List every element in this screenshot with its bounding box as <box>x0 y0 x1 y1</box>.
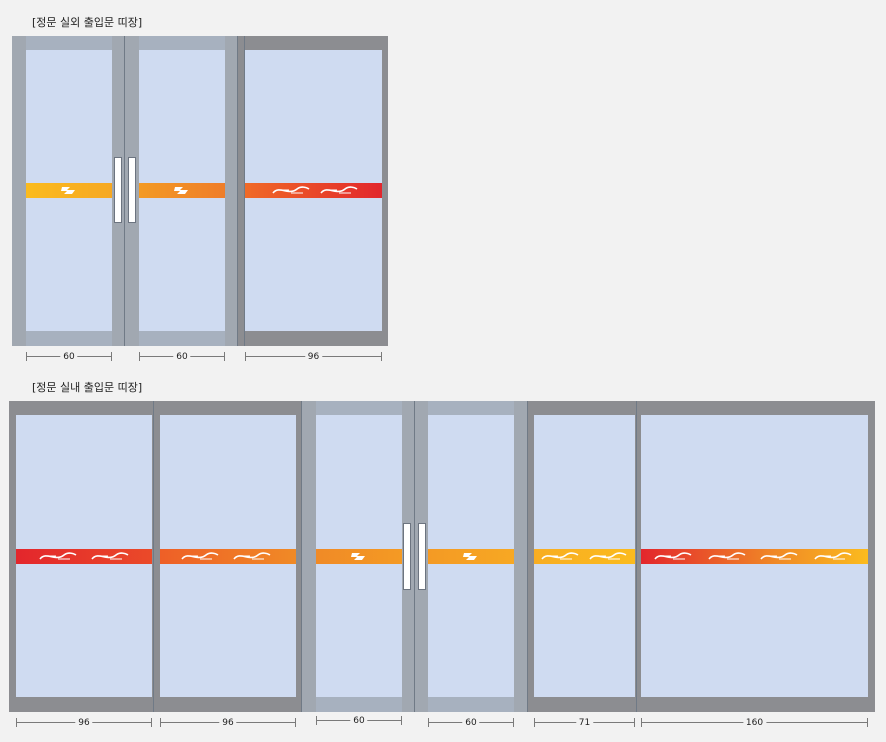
band-strip <box>160 549 296 564</box>
logo-icon <box>351 553 365 560</box>
logo-icon <box>708 552 746 560</box>
divider <box>124 36 125 346</box>
dimension-line: 60 <box>26 350 112 364</box>
dimension-label: 160 <box>742 716 767 730</box>
logo-icon <box>589 552 627 560</box>
logo-icon <box>181 552 219 560</box>
divider <box>301 401 302 712</box>
dimension-label: 60 <box>350 714 368 728</box>
divider <box>153 401 154 712</box>
indoor-caption: [정문 실내 출입문 띠장] <box>32 381 143 394</box>
band-strip <box>245 183 382 198</box>
dimension-line: 96 <box>160 716 296 730</box>
dimension-label: 96 <box>219 716 237 730</box>
logo-icon <box>272 186 310 194</box>
band-strip <box>428 549 514 564</box>
dimension-label: 60 <box>462 716 480 730</box>
logo-icon <box>233 552 271 560</box>
dimension-label: 96 <box>75 716 93 730</box>
door-handle[interactable] <box>128 157 136 223</box>
dimension-line: 96 <box>245 350 382 364</box>
band-strip <box>534 549 635 564</box>
logo-icon <box>814 552 852 560</box>
divider <box>244 36 245 346</box>
door-handle[interactable] <box>114 157 122 223</box>
band-strip <box>26 183 112 198</box>
divider <box>414 401 415 712</box>
dimension-line: 60 <box>428 716 514 730</box>
divider <box>636 401 637 712</box>
logo-icon <box>463 553 477 560</box>
logo-icon <box>91 552 129 560</box>
dimension-line: 71 <box>534 716 635 730</box>
divider <box>237 36 238 346</box>
dimension-line: 60 <box>139 350 225 364</box>
dimension-label: 96 <box>304 350 323 364</box>
band-strip <box>139 183 225 198</box>
logo-icon <box>61 187 75 194</box>
dimension-label: 71 <box>575 716 594 730</box>
logo-icon <box>654 552 692 560</box>
band-strip <box>316 549 402 564</box>
dimension-line: 160 <box>641 716 868 730</box>
door-handle[interactable] <box>418 523 426 590</box>
band-strip <box>16 549 152 564</box>
band-strip <box>641 549 868 564</box>
logo-icon <box>760 552 798 560</box>
logo-icon <box>320 186 358 194</box>
dimension-label: 60 <box>60 350 78 364</box>
dimension-label: 60 <box>173 350 191 364</box>
divider <box>527 401 528 712</box>
dimension-line: 96 <box>16 716 152 730</box>
logo-icon <box>39 552 77 560</box>
outdoor-caption: [정문 실외 출입문 띠장] <box>32 16 143 29</box>
logo-icon <box>541 552 579 560</box>
door-handle[interactable] <box>403 523 411 590</box>
logo-icon <box>174 187 188 194</box>
dimension-line: 60 <box>316 714 402 728</box>
